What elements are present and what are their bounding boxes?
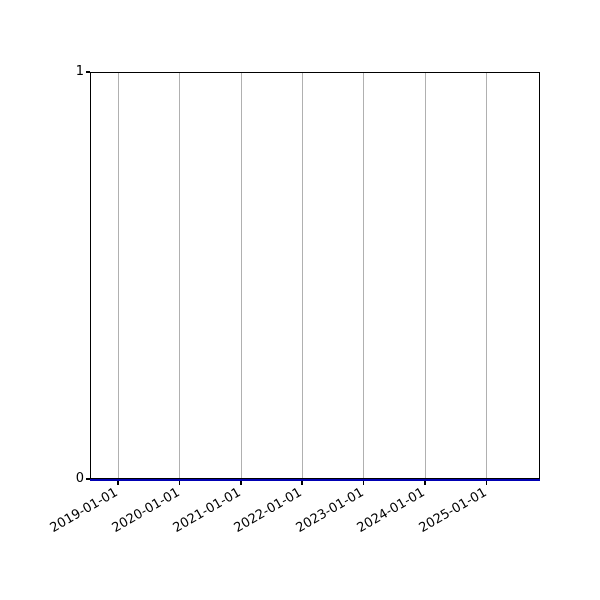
y-tick-label: 1 xyxy=(75,64,84,79)
x-tick-label: 2019-01-01 xyxy=(47,485,121,536)
x-tick-label: 2020-01-01 xyxy=(109,485,183,536)
plot-area xyxy=(90,72,540,485)
y-tick xyxy=(86,478,90,480)
x-tick xyxy=(240,481,242,485)
x-tick-label: 2025-01-01 xyxy=(416,485,490,536)
x-tick-label: 2024-01-01 xyxy=(354,485,428,536)
x-gridline xyxy=(486,73,488,478)
y-tick-label: 0 xyxy=(75,471,84,486)
x-tick xyxy=(424,481,426,485)
x-tick xyxy=(485,481,488,485)
x-tick xyxy=(117,481,119,485)
y-tick xyxy=(86,71,90,73)
x-gridline xyxy=(301,73,303,478)
x-gridline xyxy=(424,73,426,478)
x-tick xyxy=(301,481,303,485)
x-tick xyxy=(362,481,365,485)
x-gridline xyxy=(117,73,119,478)
x-gridline xyxy=(363,73,365,478)
x-gridline xyxy=(240,73,242,478)
series-line-flat-zero xyxy=(90,478,540,481)
x-tick-label: 2023-01-01 xyxy=(293,485,367,536)
x-tick-label: 2021-01-01 xyxy=(170,485,244,536)
x-gridline xyxy=(179,73,181,478)
x-tick xyxy=(178,481,181,485)
x-tick-label: 2022-01-01 xyxy=(231,485,305,536)
